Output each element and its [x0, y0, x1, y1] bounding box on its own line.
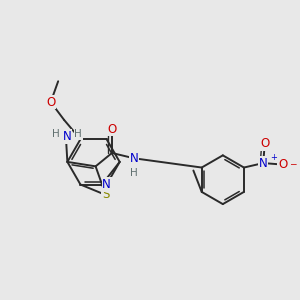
Text: O: O: [107, 123, 117, 136]
Text: H: H: [52, 129, 59, 139]
Text: H: H: [130, 168, 138, 178]
Text: N: N: [259, 157, 268, 169]
Text: N: N: [63, 130, 72, 143]
Text: +: +: [270, 153, 277, 162]
Text: N: N: [102, 178, 111, 191]
Text: S: S: [102, 188, 110, 201]
Text: −: −: [289, 159, 297, 168]
Text: O: O: [260, 137, 269, 150]
Text: O: O: [46, 96, 56, 109]
Text: O: O: [278, 158, 287, 171]
Text: N: N: [130, 152, 139, 165]
Text: H: H: [74, 129, 82, 139]
